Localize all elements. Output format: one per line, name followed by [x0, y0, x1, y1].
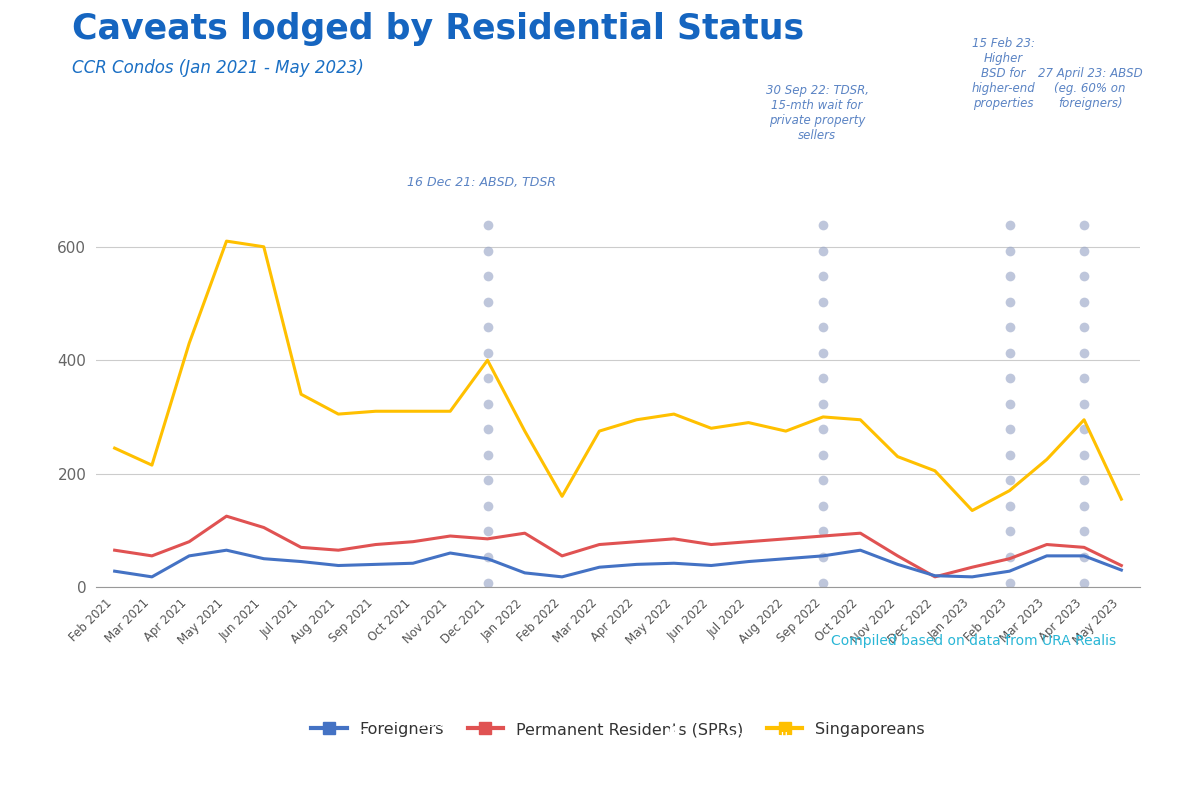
- Text: 27 April 23: ABSD
(eg. 60% on
foreigners): 27 April 23: ABSD (eg. 60% on foreigners…: [1038, 67, 1142, 110]
- Text: ⊙ 99.co: ⊙ 99.co: [42, 728, 154, 754]
- Text: @99.co.hdb: @99.co.hdb: [714, 730, 793, 744]
- Text: 16 Dec 21: ABSD, TDSR: 16 Dec 21: ABSD, TDSR: [407, 177, 556, 189]
- Text: 30 Sep 22: TDSR,
15-mth wait for
private property
sellers: 30 Sep 22: TDSR, 15-mth wait for private…: [766, 84, 869, 142]
- Text: 15 Feb 23:
Higher
BSD for
higher-end
properties: 15 Feb 23: Higher BSD for higher-end pro…: [972, 37, 1036, 110]
- Text: @99.co.luxury: @99.co.luxury: [714, 772, 809, 786]
- Text: @99.co.housetips: @99.co.housetips: [1000, 748, 1117, 761]
- Text: @99.co: @99.co: [414, 716, 463, 729]
- Text: f: f: [665, 727, 679, 756]
- Text: @99dotco: @99dotco: [714, 709, 781, 722]
- Text: @99.co.condo: @99.co.condo: [714, 752, 808, 764]
- Text: Caveats lodged by Residential Status: Caveats lodged by Residential Status: [72, 12, 804, 46]
- Text: ♪: ♪: [952, 727, 968, 755]
- Text: ⓘ: ⓘ: [352, 728, 368, 754]
- Text: CCR Condos (Jan 2021 - May 2023): CCR Condos (Jan 2021 - May 2023): [72, 59, 364, 77]
- Text: @99.co.housetips: @99.co.housetips: [414, 738, 532, 751]
- Text: @99.co.houseinsights: @99.co.houseinsights: [414, 760, 559, 773]
- Text: @99.co: @99.co: [1000, 723, 1049, 735]
- Text: Compiled based on data from URA Realis: Compiled based on data from URA Realis: [830, 634, 1116, 649]
- Legend: Foreigners, Permanent Residents (SPRs), Singaporeans: Foreigners, Permanent Residents (SPRs), …: [305, 716, 931, 744]
